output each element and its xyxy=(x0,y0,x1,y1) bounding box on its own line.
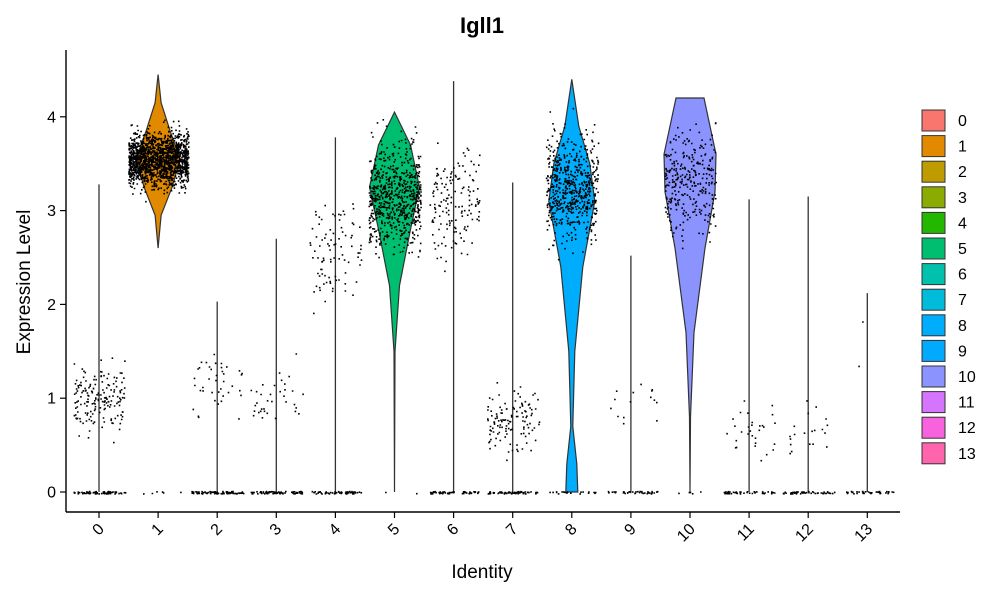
chart-title: Igll1 xyxy=(460,13,504,38)
y-tick-label: 3 xyxy=(47,203,56,220)
cluster-points xyxy=(73,357,127,495)
cluster-points xyxy=(250,353,304,495)
legend-swatch xyxy=(921,314,946,337)
violins xyxy=(98,74,868,493)
cluster-points xyxy=(782,400,836,495)
legend-label: 5 xyxy=(958,241,967,258)
x-tick-label: 9 xyxy=(621,521,639,539)
y-tick-label: 0 xyxy=(47,485,56,502)
legend-label: 2 xyxy=(958,164,967,181)
y-axis: 0 1 2 3 4 xyxy=(47,50,67,512)
legend-swatch xyxy=(921,442,946,465)
violin xyxy=(548,79,596,493)
x-tick-label: 11 xyxy=(734,521,758,545)
cluster-points xyxy=(191,353,245,495)
y-tick-label: 4 xyxy=(47,109,56,126)
x-tick-label: 7 xyxy=(503,521,521,539)
violin xyxy=(368,110,421,493)
legend-swatch xyxy=(921,263,946,286)
y-axis-label: Expression Level xyxy=(14,210,35,355)
cluster-points xyxy=(487,382,541,495)
legend-label: 6 xyxy=(958,267,967,284)
cluster-points xyxy=(368,119,422,495)
cluster-points xyxy=(664,122,717,495)
legend-swatch xyxy=(921,135,946,158)
legend-swatch xyxy=(921,109,946,132)
legend-swatch xyxy=(921,416,946,439)
legend-label: 1 xyxy=(958,139,967,156)
x-tick-label: 0 xyxy=(90,521,108,539)
cluster-points xyxy=(607,383,659,495)
x-tick-label: 2 xyxy=(208,521,226,539)
legend-label: 0 xyxy=(958,113,967,130)
x-axis-label: Identity xyxy=(451,562,513,583)
x-tick-label: 3 xyxy=(267,521,285,539)
legend-label: 11 xyxy=(958,395,975,412)
legend-label: 12 xyxy=(958,420,976,437)
legend-label: 13 xyxy=(958,446,976,463)
cluster-points xyxy=(429,142,481,495)
legend-swatch xyxy=(921,186,946,209)
cluster-points xyxy=(846,321,895,495)
x-tick-label: 8 xyxy=(562,521,580,539)
legend-swatch xyxy=(921,211,946,234)
cluster-points xyxy=(545,107,600,495)
x-tick-label: 1 xyxy=(149,521,167,539)
x-tick-label: 4 xyxy=(326,521,344,539)
violin xyxy=(663,97,717,493)
x-tick-label: 5 xyxy=(385,521,403,539)
legend-swatch xyxy=(921,160,946,183)
x-tick-label: 6 xyxy=(444,521,462,539)
legend-swatch xyxy=(921,237,946,260)
cluster-points xyxy=(128,119,190,495)
jitter-points xyxy=(73,107,895,495)
legend-label: 9 xyxy=(958,343,967,360)
legend-swatch xyxy=(921,391,946,414)
legend-label: 8 xyxy=(958,318,967,335)
y-tick-label: 2 xyxy=(47,297,56,314)
x-axis: 0 1 2 3 4 5 6 7 8 9 10 11 12 13 xyxy=(66,511,900,546)
x-tick-label: 13 xyxy=(852,521,877,546)
legend-label: 10 xyxy=(958,369,976,386)
legend-label: 4 xyxy=(958,215,967,232)
x-tick-label: 10 xyxy=(674,521,699,546)
legend-swatch xyxy=(921,365,946,388)
x-tick-label: 12 xyxy=(792,521,817,546)
y-tick-label: 1 xyxy=(47,391,56,408)
legend-label: 3 xyxy=(958,190,967,207)
legend-swatch xyxy=(921,339,946,362)
legend-label: 7 xyxy=(958,292,967,309)
legend-swatch xyxy=(921,288,946,311)
